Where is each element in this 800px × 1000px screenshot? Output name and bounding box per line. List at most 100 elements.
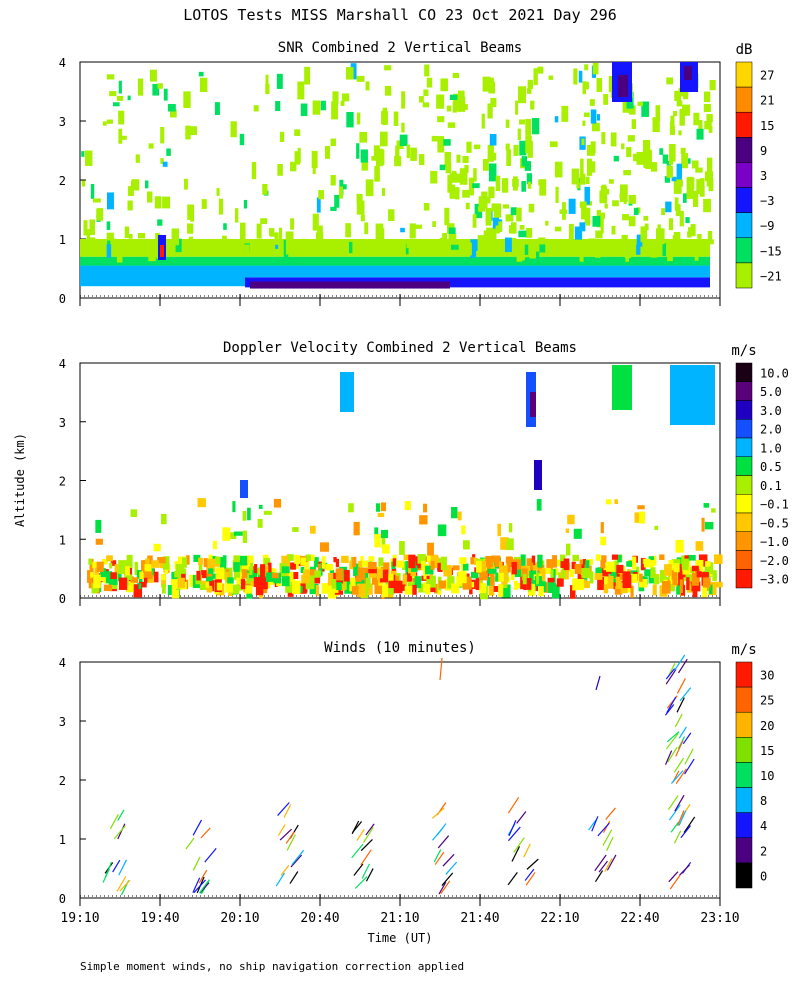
wind-barb	[112, 859, 121, 873]
snr-cell	[239, 133, 245, 146]
velocity-cell	[515, 582, 523, 589]
velocity-cell	[696, 571, 702, 578]
snr-cell	[444, 207, 450, 226]
snr-cell	[603, 94, 609, 105]
y-tick-label: 3	[59, 115, 66, 129]
velocity-cell	[652, 584, 657, 596]
snr-cell	[525, 118, 532, 136]
snr-cell	[657, 224, 661, 233]
colorbar-label: 0.5	[760, 460, 782, 474]
y-tick-label: 2	[59, 475, 66, 489]
velocity-cell	[177, 577, 185, 588]
snr-cell	[83, 220, 88, 236]
snr-cell	[488, 228, 497, 241]
snr-cell	[379, 131, 388, 147]
snr-cell	[622, 214, 629, 221]
snr-cell	[594, 241, 601, 258]
snr-cell	[655, 105, 661, 122]
snr-cell	[526, 227, 533, 238]
wind-barb	[664, 704, 675, 716]
velocity-cell	[143, 570, 153, 580]
snr-cell	[637, 101, 643, 107]
snr-cell	[332, 91, 339, 104]
velocity-cell	[582, 559, 586, 569]
snr-cell	[686, 187, 694, 199]
velocity-cell	[434, 583, 438, 594]
snr-cell	[356, 193, 363, 203]
velocity-cell	[314, 570, 321, 578]
snr-cell	[579, 244, 584, 262]
wind-barb	[684, 758, 695, 775]
velocity-cell	[479, 583, 487, 594]
snr-cell	[116, 96, 124, 101]
velocity-cell	[225, 578, 233, 593]
velocity-cell	[560, 561, 568, 569]
velocity-cell	[505, 556, 513, 564]
snr-cell	[189, 126, 197, 135]
colorbar-label: 15	[760, 744, 774, 758]
y-tick-label: 2	[59, 774, 66, 788]
snr-cell	[345, 67, 354, 80]
velocity-cell	[139, 571, 145, 580]
velocity-cell	[305, 575, 315, 590]
wind-barb	[670, 821, 680, 833]
velocity-cell	[327, 585, 337, 599]
wind-barb	[104, 861, 113, 878]
velocity-cell	[378, 568, 383, 579]
velocity-cell	[653, 575, 660, 585]
wind-barb	[683, 816, 696, 833]
velocity-cell	[470, 571, 476, 578]
colorbar-label: 10	[760, 769, 774, 783]
snr-cell	[668, 218, 674, 231]
snr-cell	[127, 95, 131, 101]
velocity-cell	[425, 584, 431, 595]
snr-cell	[455, 187, 460, 200]
velocity-cell	[300, 567, 305, 574]
snr-cell	[458, 90, 465, 97]
velocity-cell	[197, 498, 206, 508]
snr-cell	[160, 126, 165, 144]
snr-cell	[555, 186, 559, 203]
snr-cell	[613, 155, 619, 162]
velocity-cell	[594, 573, 603, 580]
snr-cell	[590, 141, 596, 154]
velocity-cell	[510, 571, 515, 581]
snr-cell	[683, 88, 689, 100]
velocity-cell	[498, 572, 504, 582]
velocity-cell	[425, 565, 434, 575]
velocity-cell	[417, 554, 426, 564]
wind-barb	[116, 876, 127, 892]
wind-barb	[523, 843, 531, 858]
snr-cell	[297, 81, 305, 100]
wind-barb	[362, 827, 374, 843]
snr-cell	[414, 224, 422, 229]
snr-cell	[346, 112, 354, 128]
wind-barb	[676, 697, 685, 713]
panel-title: Doppler Velocity Combined 2 Vertical Bea…	[223, 340, 577, 356]
snr-cell	[650, 162, 658, 172]
wind-barb	[438, 882, 447, 895]
velocity-cell	[457, 511, 462, 521]
snr-cell	[584, 186, 590, 205]
snr-cell	[388, 209, 395, 221]
colorbar-label: −3	[760, 194, 774, 208]
snr-cell	[199, 77, 208, 93]
snr-cell	[564, 244, 571, 254]
wind-barb	[673, 830, 682, 844]
velocity-cell	[303, 569, 311, 583]
snr-cell	[491, 243, 499, 250]
velocity-cell	[520, 576, 524, 590]
velocity-cell	[659, 554, 665, 560]
snr-cell	[274, 232, 279, 242]
snr-cell	[384, 85, 392, 96]
velocity-cell	[215, 569, 225, 580]
velocity-cell	[315, 585, 320, 596]
velocity-cell	[113, 573, 118, 586]
snr-cell	[251, 161, 257, 180]
velocity-cell	[383, 562, 390, 576]
wind-barb	[433, 849, 442, 863]
velocity-cell	[644, 569, 651, 577]
snr-cell	[526, 88, 532, 94]
snr-cell	[510, 222, 517, 234]
snr-cell	[444, 151, 451, 168]
